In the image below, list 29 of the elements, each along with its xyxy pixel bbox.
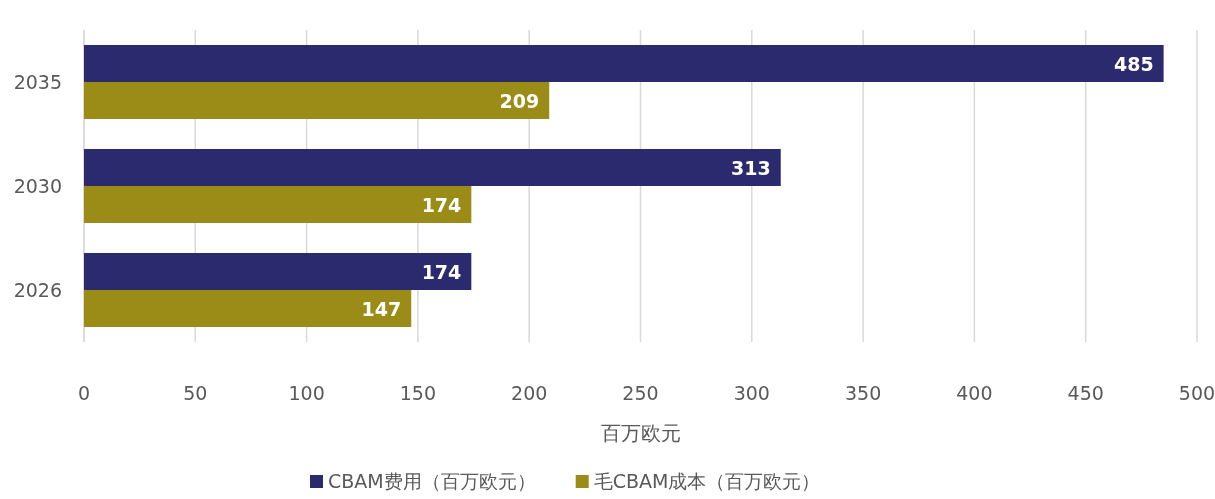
x-tick-label: 350 [844, 382, 882, 404]
data-label: 485 [1113, 52, 1154, 75]
x-tick-label: 250 [622, 382, 659, 404]
bar [84, 45, 1164, 82]
x-tick-label: 100 [288, 382, 325, 404]
x-tick-label: 150 [399, 382, 437, 404]
y-tick-label: 2026 [13, 279, 62, 301]
x-tick-label: 50 [183, 382, 208, 404]
x-tick-label: 450 [1067, 382, 1104, 404]
x-axis-title: 百万欧元 [600, 421, 681, 445]
bar [84, 149, 781, 186]
x-tick-label: 300 [733, 382, 770, 404]
bar [84, 253, 472, 290]
legend-label: CBAM费用（百万欧元） [328, 470, 536, 492]
bar [84, 186, 472, 223]
x-tick-label: 400 [956, 382, 993, 404]
y-tick-label: 2030 [13, 175, 62, 197]
data-label: 174 [421, 260, 462, 283]
bar [84, 82, 550, 119]
bar [84, 290, 412, 327]
data-label: 147 [361, 297, 402, 320]
x-tick-label: 200 [511, 382, 548, 404]
y-tick-label: 2035 [13, 71, 62, 93]
data-label: 209 [499, 89, 540, 112]
data-label: 313 [731, 156, 771, 179]
x-tick-label: 500 [1178, 382, 1215, 404]
legend-label: 毛CBAM成本（百万欧元） [593, 470, 821, 492]
data-label: 174 [421, 193, 462, 216]
x-tick-label: 0 [77, 382, 91, 404]
